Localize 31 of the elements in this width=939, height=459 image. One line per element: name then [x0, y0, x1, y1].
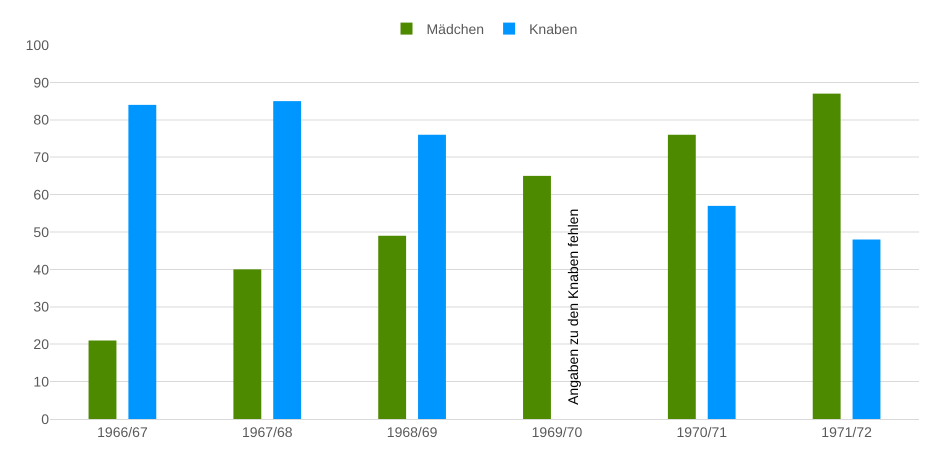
- bar: [233, 269, 262, 419]
- bar: [708, 206, 736, 419]
- bar: [273, 101, 302, 419]
- y-tick-label: 60: [33, 186, 50, 202]
- x-tick-label: 1967/68: [242, 424, 293, 440]
- bar: [668, 134, 696, 419]
- legend-label: Mädchen: [426, 21, 484, 38]
- y-tick-label: 20: [33, 336, 50, 352]
- bar: [852, 239, 880, 419]
- y-tick-label: 100: [26, 36, 50, 53]
- x-tick-label: 1970/71: [676, 424, 728, 440]
- x-tick-label: 1966/67: [97, 424, 148, 440]
- y-tick-label: 30: [33, 298, 50, 315]
- legend-label: Knaben: [529, 21, 578, 38]
- bar: [418, 134, 446, 419]
- y-tick-label: 40: [33, 261, 50, 278]
- y-tick-label: 0: [41, 410, 50, 427]
- bar: [128, 104, 156, 419]
- y-tick-label: 70: [33, 149, 50, 166]
- y-tick-label: 90: [33, 74, 50, 90]
- bar: [812, 94, 841, 419]
- y-tick-label: 50: [33, 224, 50, 240]
- x-tick-label: 1968/69: [386, 424, 438, 440]
- annotation: Angaben zu den Knaben fehlen: [564, 208, 581, 405]
- bar: [88, 340, 116, 419]
- bar: [523, 176, 551, 419]
- x-tick-label: 1971/72: [821, 424, 872, 440]
- y-tick-label: 10: [33, 374, 50, 390]
- x-tick-label: 1969/70: [532, 424, 582, 440]
- y-tick-label: 80: [33, 112, 50, 128]
- bar: [378, 236, 406, 419]
